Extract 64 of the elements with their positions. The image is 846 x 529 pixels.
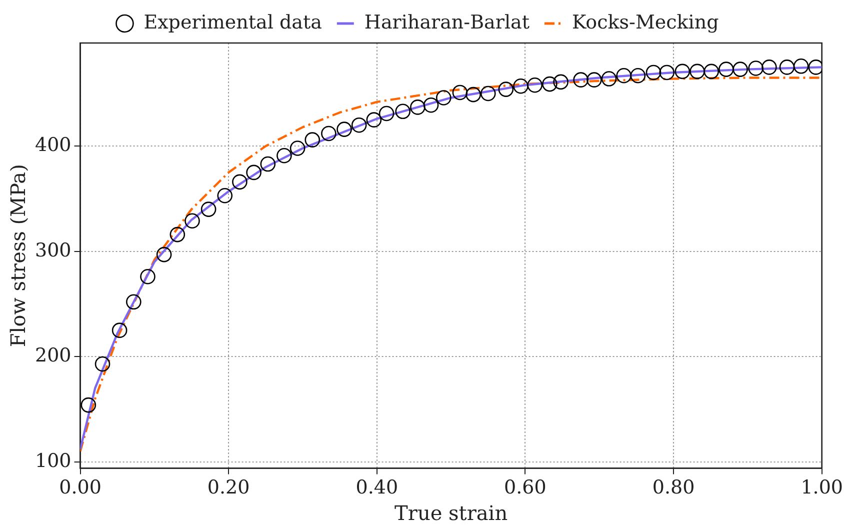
point bbox=[304, 132, 320, 148]
point bbox=[366, 112, 382, 128]
point bbox=[260, 156, 276, 172]
point bbox=[762, 60, 777, 75]
x-tick-label: 0.80 bbox=[652, 476, 695, 499]
point bbox=[779, 60, 795, 75]
point bbox=[646, 64, 662, 80]
x-tick-label: 1.00 bbox=[800, 476, 844, 499]
point bbox=[80, 397, 96, 413]
point bbox=[112, 322, 128, 338]
point bbox=[527, 77, 543, 93]
point bbox=[232, 174, 248, 190]
point bbox=[395, 104, 411, 120]
y-tick-label: 100 bbox=[35, 450, 72, 472]
point bbox=[732, 62, 748, 77]
point bbox=[498, 82, 514, 97]
point bbox=[321, 126, 336, 142]
point bbox=[336, 122, 352, 137]
point bbox=[466, 86, 481, 102]
point bbox=[140, 269, 156, 284]
point bbox=[126, 294, 142, 310]
x-tick-label: 0.40 bbox=[356, 476, 398, 499]
point bbox=[290, 140, 306, 156]
y-tick-label: 300 bbox=[35, 239, 72, 262]
x-axis-title: True strain bbox=[394, 501, 508, 526]
point bbox=[659, 64, 675, 80]
point bbox=[480, 86, 496, 102]
point bbox=[170, 226, 186, 242]
point bbox=[200, 202, 216, 217]
legend-label: Hariharan-Barlat bbox=[364, 11, 530, 34]
point bbox=[573, 72, 588, 88]
legend-label: Kocks-Mecking bbox=[572, 11, 719, 34]
point bbox=[452, 84, 468, 100]
point bbox=[690, 64, 705, 80]
y-tick-label: 400 bbox=[35, 134, 72, 156]
point bbox=[276, 148, 292, 164]
point bbox=[630, 68, 646, 84]
point bbox=[793, 58, 809, 74]
point bbox=[410, 100, 426, 115]
point bbox=[704, 64, 719, 80]
point bbox=[436, 90, 452, 106]
point bbox=[513, 78, 528, 94]
point bbox=[184, 213, 200, 229]
point bbox=[718, 62, 734, 77]
point bbox=[351, 117, 367, 133]
x-tick-label: 0.00 bbox=[59, 476, 102, 499]
y-tick-label: 200 bbox=[35, 344, 72, 367]
x-tick-label: 0.20 bbox=[207, 476, 250, 499]
point bbox=[586, 72, 602, 88]
y-axis-title: Flow stress (MPa) bbox=[6, 164, 30, 348]
point bbox=[601, 71, 617, 86]
point bbox=[616, 68, 632, 84]
point bbox=[94, 356, 110, 372]
point bbox=[674, 64, 690, 80]
point bbox=[423, 97, 439, 113]
point bbox=[156, 246, 172, 262]
point bbox=[542, 76, 558, 92]
point bbox=[246, 164, 262, 180]
x-tick-label: 0.60 bbox=[504, 476, 546, 499]
legend-label: Experimental data bbox=[144, 11, 322, 34]
point bbox=[748, 60, 764, 76]
point bbox=[217, 188, 233, 204]
point bbox=[553, 74, 568, 90]
point bbox=[378, 106, 394, 122]
